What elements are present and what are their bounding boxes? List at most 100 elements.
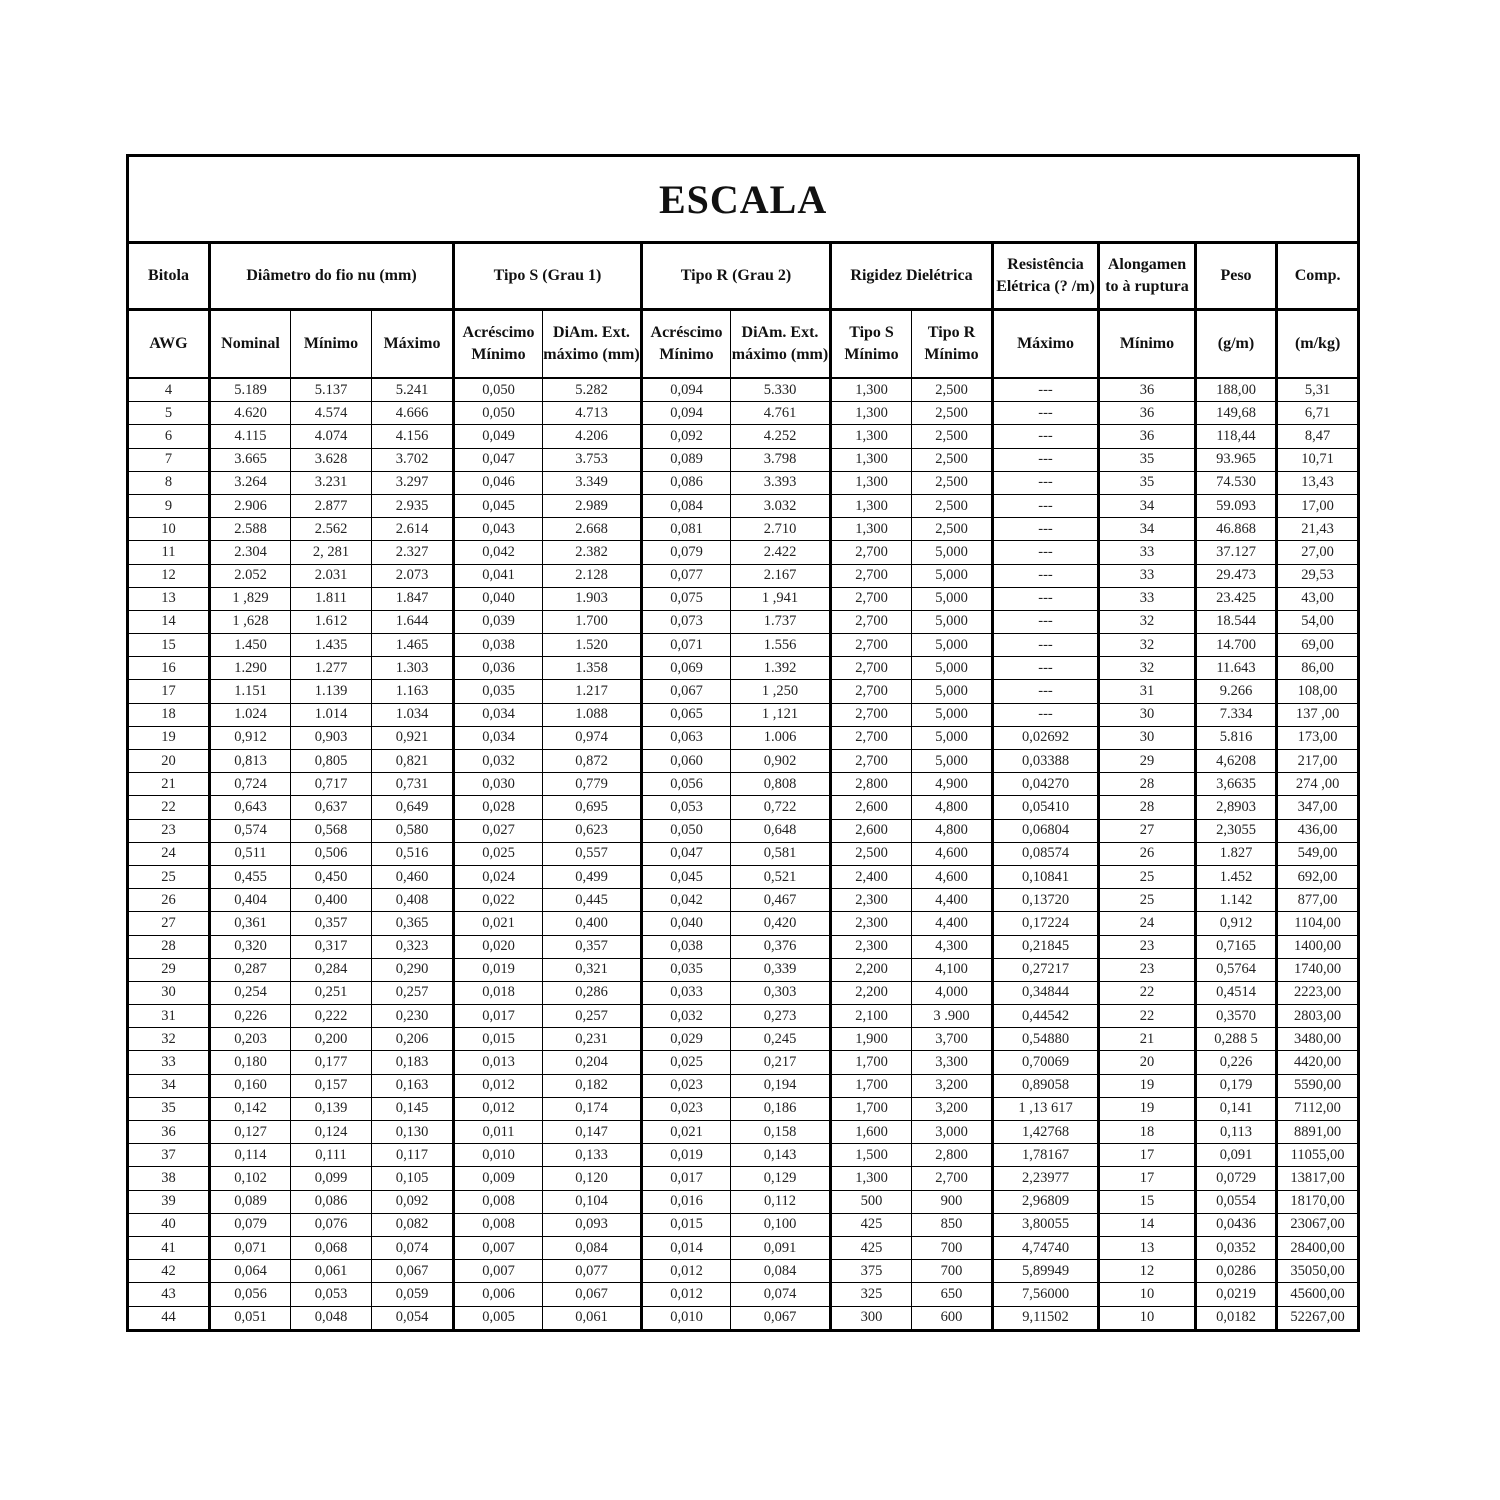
table-cell: 0,516 bbox=[371, 841, 454, 866]
table-cell: 2,400 bbox=[829, 864, 912, 890]
table-cell: 0,045 bbox=[640, 864, 731, 890]
table-cell: 1 ,941 bbox=[730, 586, 831, 611]
table-cell: 52267,00 bbox=[1274, 1305, 1360, 1331]
table-cell: 0,067 bbox=[640, 679, 731, 704]
table-cell: 2.128 bbox=[542, 563, 642, 588]
table-cell: 13 bbox=[127, 586, 210, 611]
subheader-cell: Tipo S Mínimo bbox=[829, 309, 912, 379]
table-cell: 0,042 bbox=[640, 888, 731, 913]
header-alongamento: Alongamen to à ruptura bbox=[1097, 242, 1196, 311]
table-cell: 375 bbox=[829, 1259, 912, 1284]
table-cell: 0,180 bbox=[208, 1050, 291, 1075]
table-cell: 0,03388 bbox=[991, 748, 1099, 774]
table-cell: 1,600 bbox=[829, 1119, 912, 1145]
table-cell: 0,006 bbox=[452, 1282, 543, 1307]
table-cell: 2.382 bbox=[542, 540, 642, 565]
header-bitola: Bitola bbox=[127, 242, 210, 311]
table-cell: 0,179 bbox=[1194, 1073, 1277, 1098]
table-cell: 5,000 bbox=[911, 586, 993, 611]
table-cell: 0,077 bbox=[640, 563, 731, 588]
table-cell: 2,500 bbox=[911, 493, 993, 519]
table-row: 9 2.906 2.877 2.935 0,045 2.989 0,084 3.032 1,30… bbox=[127, 493, 1360, 519]
table-cell: 2,700 bbox=[829, 679, 912, 704]
table-cell: 0,130 bbox=[371, 1119, 454, 1145]
table-cell: 0,029 bbox=[640, 1027, 731, 1052]
header-tipo-r: Tipo R (Grau 2) bbox=[640, 242, 831, 311]
table-cell: 0,104 bbox=[542, 1189, 642, 1214]
table-cell: 22 bbox=[1097, 1004, 1196, 1029]
table-cell: 1.217 bbox=[542, 679, 642, 704]
table-cell: 0,046 bbox=[452, 470, 543, 495]
table-cell: 1.612 bbox=[290, 609, 372, 635]
table-cell: 0,010 bbox=[640, 1305, 731, 1331]
table-row: 41 0,071 0,068 0,074 0,007 0,084 0,014 0,091 425… bbox=[127, 1235, 1360, 1261]
table-cell: 1.151 bbox=[208, 679, 291, 704]
table-cell: 2,500 bbox=[911, 424, 993, 449]
table-cell: 0,290 bbox=[371, 957, 454, 982]
table-cell: 11055,00 bbox=[1274, 1143, 1360, 1168]
table-cell: 0,637 bbox=[290, 795, 372, 820]
table-cell: 2,700 bbox=[911, 1166, 993, 1191]
table-row: 4 5.189 5.137 5.241 0,050 5.282 0,094 5.330 1,30… bbox=[127, 377, 1360, 403]
subheader-cell: DiAm. Ext. máximo (mm) bbox=[730, 309, 831, 379]
table-cell: 0,357 bbox=[542, 934, 642, 959]
table-cell: 0,357 bbox=[290, 911, 372, 936]
table-cell: 0,064 bbox=[208, 1259, 291, 1284]
table-cell: 217,00 bbox=[1274, 748, 1360, 774]
table-cell: 0,102 bbox=[208, 1166, 291, 1191]
table-cell: 0,050 bbox=[452, 377, 543, 403]
table-cell: 24 bbox=[127, 841, 210, 866]
table-cell: 0,071 bbox=[640, 633, 731, 658]
table-cell: 2,3055 bbox=[1194, 818, 1277, 843]
table-cell: 0,974 bbox=[542, 725, 642, 751]
table-cell: 33 bbox=[1097, 563, 1196, 588]
table-cell: 21 bbox=[1097, 1027, 1196, 1052]
table-cell: 2,500 bbox=[911, 470, 993, 495]
table-cell: 30 bbox=[127, 980, 210, 1006]
table-cell: 2,800 bbox=[829, 772, 912, 797]
table-cell: 35 bbox=[127, 1096, 210, 1122]
table-cell: 18 bbox=[1097, 1119, 1196, 1145]
table-cell: 0,043 bbox=[452, 517, 543, 542]
table-cell: 0,450 bbox=[290, 864, 372, 890]
table-title: ESCALA bbox=[126, 155, 1360, 244]
table-row: 16 1.290 1.277 1.303 0,036 1.358 0,069 1.392 2,7… bbox=[127, 656, 1360, 681]
header-peso: Peso bbox=[1194, 242, 1277, 311]
table-cell: 2,700 bbox=[829, 609, 912, 635]
table-row: 7 3.665 3.628 3.702 0,047 3.753 0,089 3.798 1,30… bbox=[127, 447, 1360, 472]
table-cell: 2,700 bbox=[829, 656, 912, 681]
table-cell: 38 bbox=[127, 1166, 210, 1191]
table-cell: 0,204 bbox=[542, 1050, 642, 1075]
subheader-cell: Máximo bbox=[371, 309, 454, 379]
table-cell: 93.965 bbox=[1194, 447, 1277, 472]
table-cell: 4.666 bbox=[371, 401, 454, 426]
table-cell: 0,912 bbox=[208, 725, 291, 751]
table-cell: 28 bbox=[1097, 772, 1196, 797]
table-row: 15 1.450 1.435 1.465 0,038 1.520 0,071 1.556 2,7… bbox=[127, 633, 1360, 658]
table-cell: 0,092 bbox=[371, 1189, 454, 1214]
table-cell: 25 bbox=[1097, 888, 1196, 913]
table-cell: 33 bbox=[1097, 586, 1196, 611]
table-cell: 14 bbox=[1097, 1212, 1196, 1237]
table-cell: 13,43 bbox=[1274, 470, 1360, 495]
table-cell: 549,00 bbox=[1274, 841, 1360, 866]
table-row: 21 0,724 0,717 0,731 0,030 0,779 0,056 0,808 2,8… bbox=[127, 772, 1360, 797]
table-cell: 0,245 bbox=[730, 1027, 831, 1052]
table-cell: 30 bbox=[1097, 725, 1196, 751]
table-cell: 1 ,829 bbox=[208, 586, 291, 611]
table-row: 22 0,643 0,637 0,649 0,028 0,695 0,053 0,722 2,6… bbox=[127, 795, 1360, 820]
table-cell: 436,00 bbox=[1274, 818, 1360, 843]
table-cell: 3.628 bbox=[290, 447, 372, 472]
table-cell: 650 bbox=[911, 1282, 993, 1307]
table-row: 30 0,254 0,251 0,257 0,018 0,286 0,033 0,303 2,2… bbox=[127, 980, 1360, 1006]
table-cell: 3,700 bbox=[911, 1027, 993, 1052]
table-cell: 1,700 bbox=[829, 1050, 912, 1075]
table-cell: 1 ,250 bbox=[730, 679, 831, 704]
table-cell: 0,0352 bbox=[1194, 1235, 1277, 1261]
table-cell: 0,143 bbox=[730, 1143, 831, 1168]
table-cell: 32 bbox=[1097, 633, 1196, 658]
table-cell: 12 bbox=[127, 563, 210, 588]
header-tipo-s: Tipo S (Grau 1) bbox=[452, 242, 642, 311]
table-cell: 0,017 bbox=[452, 1004, 543, 1029]
table-cell: 0,105 bbox=[371, 1166, 454, 1191]
